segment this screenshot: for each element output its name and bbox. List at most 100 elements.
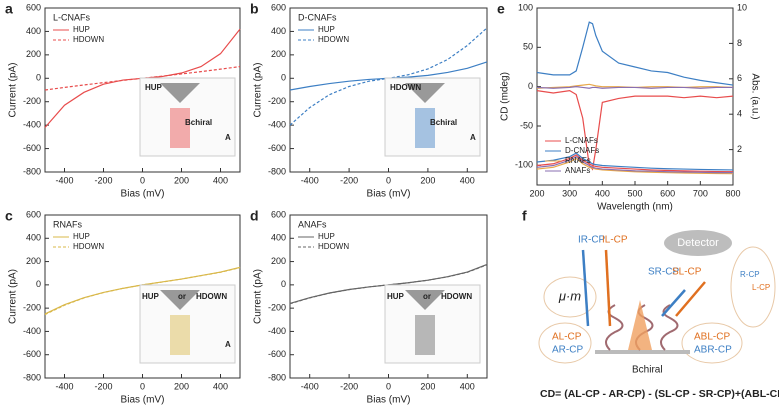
x-tick-label: 0 [140, 175, 145, 185]
x-tick-label: -400 [55, 175, 73, 185]
x-tick-label: 400 [595, 188, 610, 198]
x-tick-label: -200 [340, 175, 358, 185]
y-tick-label: -400 [268, 326, 286, 336]
equation: CD= (AL-CP - AR-CP) - (SL-CP - SR-CP)+(A… [540, 388, 779, 400]
tip [405, 83, 445, 103]
x-tick-label: 0 [386, 175, 391, 185]
panel-label: c [5, 208, 13, 224]
y-tick-label: -50 [520, 120, 533, 130]
x-tick-label: 200 [420, 175, 435, 185]
y-tick-label: 600 [26, 2, 41, 12]
diagram-label: ABR-CP [694, 345, 732, 356]
legend-title: D-CNAFs [298, 12, 337, 22]
y-tick-label: -600 [268, 143, 286, 153]
series-line [536, 155, 733, 174]
x-tick-label: -400 [301, 175, 319, 185]
x-tick-label: 400 [460, 381, 475, 391]
x-tick-label: 500 [627, 188, 642, 198]
y-tick-label: 0 [281, 279, 286, 289]
legend-label: HDOWN [73, 35, 104, 44]
x-tick-label: 400 [460, 175, 475, 185]
y-tick-label: 0 [36, 73, 41, 83]
series-line [536, 154, 734, 173]
y-axis-label: Current (pA) [8, 269, 19, 324]
unit-label: μ·m [558, 288, 581, 303]
y-tick-label: 100 [518, 2, 533, 12]
x-tick-label: 200 [174, 175, 189, 185]
inset-label: HDOWN [441, 292, 472, 301]
x-tick-label: 200 [529, 188, 544, 198]
diagram-label: ABL-CP [694, 332, 730, 343]
y-axis-label: CD (mdeg) [500, 72, 511, 121]
x-axis-label: Bias (mV) [121, 189, 165, 200]
bubble [543, 276, 597, 318]
inset-label: HUP [145, 83, 163, 92]
y-tick-label: -800 [268, 372, 286, 382]
y-tick-label: 400 [271, 233, 286, 243]
x-axis-label: Wavelength (nm) [597, 202, 673, 213]
inset-label: A [470, 133, 476, 142]
x-tick-label: 0 [386, 381, 391, 391]
x-tick-label: 600 [660, 188, 675, 198]
y-axis-label: Current (pA) [253, 269, 264, 324]
y-tick-label: -600 [23, 143, 41, 153]
series-line [536, 89, 734, 171]
x-tick-label: -200 [94, 381, 112, 391]
y-tick-label: -400 [268, 120, 286, 130]
x-axis-label: Bias (mV) [121, 395, 165, 406]
arrow [675, 281, 706, 317]
inset-label: HDOWN [196, 292, 227, 301]
x-axis-label: Bias (mV) [367, 189, 411, 200]
y2-tick-label: 4 [737, 109, 742, 119]
substrate [595, 350, 690, 354]
x-tick-label: -400 [301, 381, 319, 391]
y-tick-label: -200 [23, 303, 41, 313]
inset-label: Bchiral [185, 118, 212, 127]
diagram-label: AL-CP [552, 332, 582, 343]
y-tick-label: 600 [26, 209, 41, 219]
x-tick-label: 0 [140, 381, 145, 391]
legend-label: HUP [73, 25, 90, 34]
arrow [581, 249, 590, 327]
y-tick-label: -800 [268, 166, 286, 176]
panel-f-shapes [538, 230, 776, 364]
diagram-label: IR-CP [578, 235, 606, 246]
y2-tick-label: 2 [737, 144, 742, 154]
y-tick-label: -800 [23, 166, 41, 176]
legend-label: D-CNAFs [565, 146, 599, 155]
arrow-body [415, 108, 435, 148]
diagram-label: AR-CP [552, 345, 583, 356]
y-tick-label: 0 [36, 279, 41, 289]
inset-label: A [225, 340, 231, 349]
y2-tick-label: 6 [737, 73, 742, 83]
inset-label: or [423, 292, 431, 301]
detector-label: Detector [677, 237, 719, 249]
inset-label: Bchiral [430, 118, 457, 127]
series-line [536, 152, 734, 171]
legend-label: HDOWN [73, 242, 104, 251]
bubble [730, 246, 776, 328]
x-tick-label: 800 [725, 188, 740, 198]
y-tick-label: -200 [268, 303, 286, 313]
legend-label: ANAFs [565, 166, 590, 175]
legend-label: HDOWN [318, 242, 349, 251]
arrow-body [170, 315, 190, 355]
y-tick-label: -200 [268, 96, 286, 106]
panel-label: f [522, 208, 527, 224]
legend-title: L-CNAFs [53, 12, 91, 22]
inset-label: HUP [142, 292, 160, 301]
y-tick-label: 200 [26, 256, 41, 266]
detector [664, 230, 732, 256]
y-tick-label: -800 [23, 372, 41, 382]
inset-label: HUP [387, 292, 405, 301]
x-tick-label: 300 [562, 188, 577, 198]
inset-label: A [225, 133, 231, 142]
legend-title: ANAFs [298, 219, 327, 229]
legend-title: RNAFs [53, 219, 82, 229]
arrow [661, 289, 686, 317]
legend-label: HDOWN [318, 35, 349, 44]
bubble [538, 322, 592, 364]
y-tick-label: 0 [281, 73, 286, 83]
x-tick-label: 400 [213, 381, 228, 391]
